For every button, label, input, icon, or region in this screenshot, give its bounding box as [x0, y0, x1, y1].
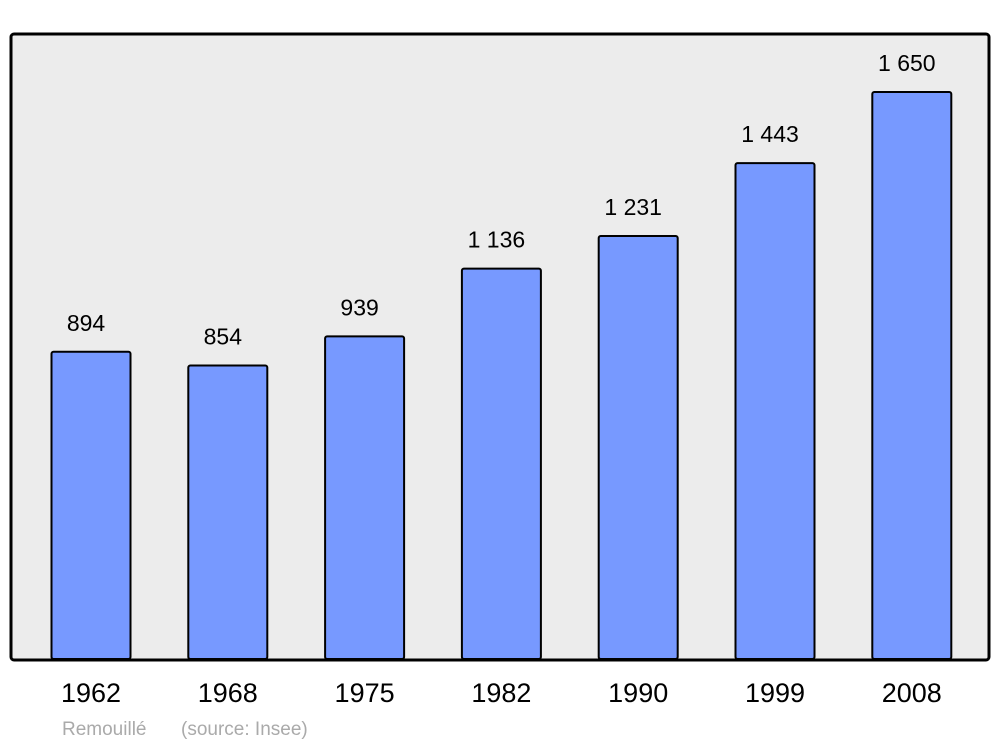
x-tick-label: 1975: [335, 678, 395, 708]
value-label: 1 136: [468, 227, 526, 253]
bar: [871, 91, 953, 660]
bar: [734, 162, 816, 660]
value-label: 854: [204, 324, 243, 350]
x-tick-label: 1999: [745, 678, 805, 708]
credit: Remouillé: [62, 719, 146, 740]
x-tick-label: 2008: [882, 678, 942, 708]
value-label: 1 650: [878, 50, 936, 76]
bar: [50, 350, 132, 660]
bar: [460, 267, 542, 660]
bar: [597, 234, 679, 660]
value-label: 894: [67, 310, 106, 336]
x-tick-label: 1962: [61, 678, 121, 708]
value-label: 1 443: [741, 121, 799, 147]
value-label: 1 231: [604, 194, 662, 220]
source: (source: Insee): [181, 719, 308, 740]
bar: [187, 364, 269, 660]
bar: [324, 335, 406, 660]
x-tick-label: 1982: [471, 678, 531, 708]
x-tick-label: 1968: [198, 678, 258, 708]
x-tick-label: 1990: [608, 678, 668, 708]
value-label: 939: [340, 294, 378, 320]
